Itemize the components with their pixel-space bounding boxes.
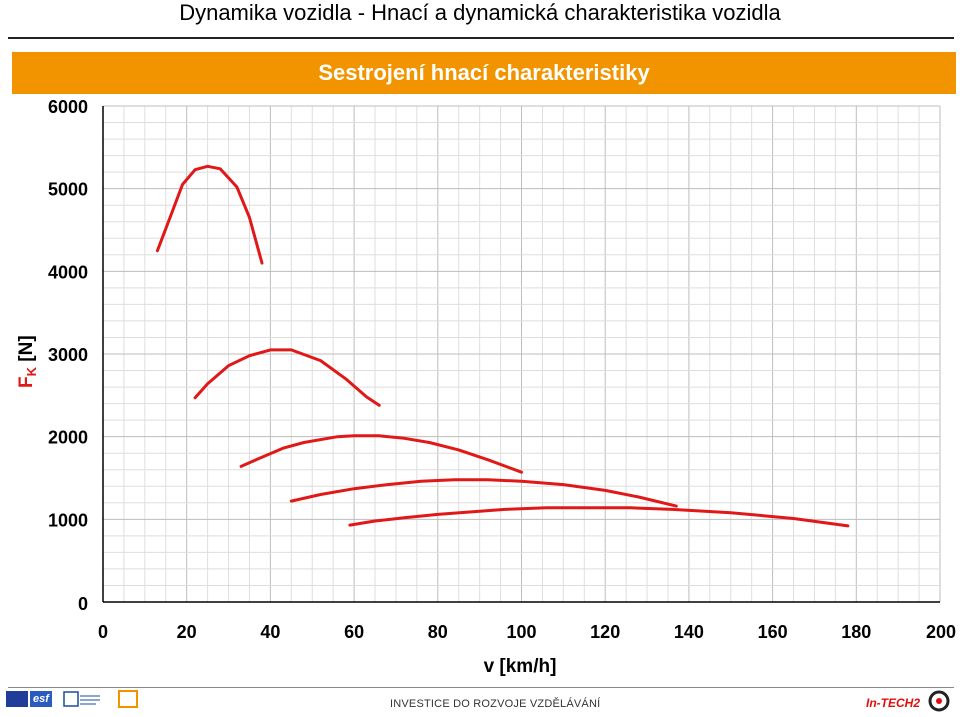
y-tick-label: 4000 — [48, 262, 88, 282]
chart-grid — [102, 105, 941, 603]
esf-logo: esf — [30, 691, 52, 707]
eu-flag-icon — [6, 691, 28, 707]
x-tick-label: 100 — [506, 622, 536, 642]
series-line-2 — [193, 348, 381, 407]
y-tick-label: 1000 — [48, 510, 88, 530]
x-tick-label: 40 — [260, 622, 280, 642]
msmt-logo-icon — [62, 690, 102, 708]
x-tick-label: 20 — [177, 622, 197, 642]
intech-logo: In-TECH2 — [866, 696, 920, 710]
y-tick-labels: 0 1000 2000 3000 4000 5000 6000 — [48, 97, 88, 614]
x-tick-label: 200 — [926, 622, 956, 642]
y-tick-label: 6000 — [48, 97, 88, 117]
series-line-4 — [289, 478, 678, 508]
y-axis-label-unit: [N] — [16, 335, 37, 367]
y-tick-label: 3000 — [48, 345, 88, 365]
series-line-3 — [239, 434, 523, 474]
x-axis-label: v [km/h] — [483, 656, 557, 677]
x-tick-label: 60 — [344, 622, 364, 642]
y-tick-label: 2000 — [48, 428, 88, 448]
y-axis-label-subscript: K — [24, 366, 39, 376]
series-line-1 — [155, 164, 264, 265]
chart-series — [155, 164, 850, 528]
x-tick-label: 140 — [674, 622, 704, 642]
op-vk-logo-icon — [118, 690, 138, 708]
drive-characteristic-chart: 0 1000 2000 3000 4000 5000 6000 0 20 40 60 80 100 12… — [48, 97, 956, 642]
intech-ring-icon — [924, 690, 952, 712]
banner-title: Sestrojení hnací charakteristiky — [318, 60, 650, 85]
y-axis-label-symbol: F — [16, 376, 37, 388]
section-banner: Sestrojení hnací charakteristiky — [12, 52, 956, 94]
series-line-5 — [348, 506, 850, 528]
footer-divider — [8, 687, 954, 688]
y-tick-label: 5000 — [48, 180, 88, 200]
x-tick-label: 120 — [590, 622, 620, 642]
page-title: Dynamika vozidla - Hnací a dynamická cha… — [179, 0, 781, 25]
x-tick-label: 160 — [758, 622, 788, 642]
x-tick-label: 0 — [98, 622, 108, 642]
x-tick-label: 80 — [428, 622, 448, 642]
x-tick-labels: 0 20 40 60 80 100 120 140 160 180 200 — [98, 622, 956, 642]
y-tick-label: 0 — [78, 594, 88, 614]
footer-text: INVESTICE DO ROZVOJE VZDĚLÁVÁNÍ — [390, 698, 601, 710]
x-tick-label: 180 — [841, 622, 871, 642]
chart-axes — [102, 106, 940, 603]
y-axis-label: FK [N] — [2, 330, 42, 390]
header-divider — [8, 37, 954, 39]
svg-text:FK [N]: FK [N] — [16, 335, 39, 388]
